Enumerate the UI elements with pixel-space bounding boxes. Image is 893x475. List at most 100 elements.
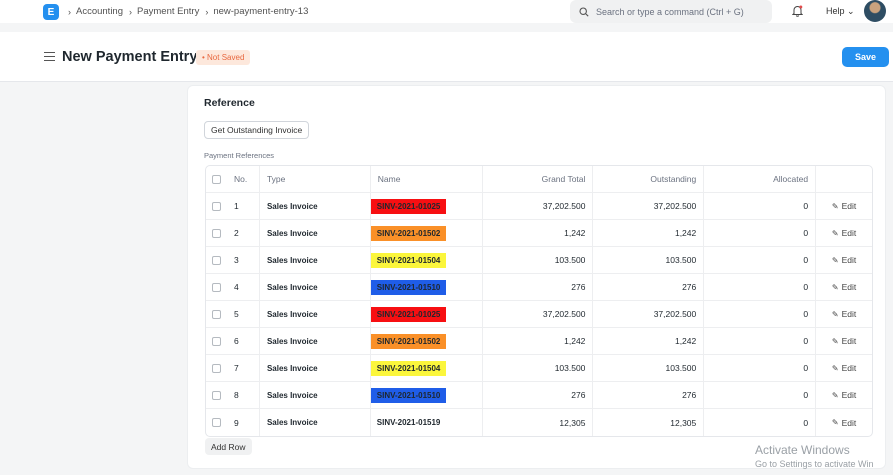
table-row[interactable]: 2 Sales Invoice SINV-2021-01502 1,242 1,242 0… [206, 220, 872, 247]
search-placeholder: Search or type a command (Ctrl + G) [596, 6, 744, 17]
cell-grand-total: 1,242 [483, 328, 594, 354]
breadcrumb-current[interactable]: new-payment-entry-13 [213, 6, 309, 17]
status-badge: • Not Saved [196, 50, 251, 65]
cell-no: 5 [227, 301, 260, 327]
cell-allocated: 0 [704, 382, 817, 408]
table-row[interactable]: 4 Sales Invoice SINV-2021-01510 276 276 0 ✎ Edi… [206, 274, 872, 301]
cell-type: Sales Invoice [266, 418, 318, 427]
edit-label: Edit [841, 309, 857, 319]
row-checkbox[interactable] [211, 336, 221, 346]
chevron-down-icon: ⌄ [847, 6, 855, 16]
chevron-right-icon: › [68, 6, 71, 17]
pencil-icon: ✎ [831, 336, 839, 346]
table-body: 1 Sales Invoice SINV-2021-01025 37,202.500 3… [206, 193, 872, 436]
cell-outstanding: 276 [593, 274, 705, 300]
row-edit-button[interactable]: ✎ Edit [816, 409, 872, 436]
payment-references-label: Payment References [204, 151, 275, 160]
navbar: E › Accounting › Payment Entry › new-pay… [0, 0, 893, 23]
cell-name[interactable]: SINV-2021-01502 [370, 225, 447, 241]
row-checkbox[interactable] [211, 309, 221, 319]
cell-outstanding: 37,202.500 [593, 193, 705, 219]
cell-allocated: 0 [704, 274, 817, 300]
section-title: Reference [204, 97, 255, 109]
row-checkbox[interactable] [211, 228, 221, 238]
row-checkbox[interactable] [211, 201, 221, 211]
cell-type: Sales Invoice [266, 309, 318, 319]
column-header-grand-total: Grand Total [483, 166, 594, 192]
table-row[interactable]: 3 Sales Invoice SINV-2021-01504 103.500 103.… [206, 247, 872, 274]
cell-outstanding: 1,242 [593, 220, 705, 246]
column-header-allocated: Allocated [704, 166, 817, 192]
chevron-right-icon: › [129, 6, 133, 17]
notification-bell-icon[interactable] [791, 5, 804, 19]
table-row[interactable]: 8 Sales Invoice SINV-2021-01510 276 276 0 ✎ Edi… [206, 382, 872, 409]
table-row[interactable]: 7 Sales Invoice SINV-2021-01504 103.500 103.… [206, 355, 872, 382]
breadcrumb-payment-entry[interactable]: Payment Entry [137, 6, 200, 17]
row-edit-button[interactable]: ✎ Edit [816, 220, 872, 246]
cell-name[interactable]: SINV-2021-01025 [370, 306, 447, 322]
cell-grand-total: 103.500 [483, 355, 594, 381]
cell-grand-total: 12,305 [483, 409, 594, 436]
page-title: New Payment Entry [62, 49, 198, 65]
activate-windows-watermark: Activate Windows Go to Settings to activ… [755, 443, 874, 469]
menu-toggle-icon[interactable] [44, 52, 55, 61]
row-checkbox[interactable] [211, 255, 221, 265]
cell-grand-total: 1,242 [483, 220, 594, 246]
row-edit-button[interactable]: ✎ Edit [816, 193, 872, 219]
row-checkbox[interactable] [211, 282, 221, 292]
cell-name[interactable]: SINV-2021-01502 [370, 333, 447, 349]
select-all-checkbox[interactable] [211, 174, 221, 184]
edit-label: Edit [841, 255, 857, 265]
cell-type: Sales Invoice [266, 390, 318, 400]
pencil-icon: ✎ [831, 228, 839, 238]
cell-no: 6 [227, 328, 260, 354]
breadcrumb-accounting[interactable]: Accounting [76, 6, 124, 17]
table-row[interactable]: 9 Sales Invoice SINV-2021-01519 12,305 12,30… [206, 409, 872, 436]
row-edit-button[interactable]: ✎ Edit [816, 274, 872, 300]
cell-grand-total: 37,202.500 [483, 193, 594, 219]
row-edit-button[interactable]: ✎ Edit [816, 301, 872, 327]
cell-outstanding: 37,202.500 [593, 301, 705, 327]
row-edit-button[interactable]: ✎ Edit [816, 355, 872, 381]
cell-name[interactable]: SINV-2021-01510 [370, 279, 447, 295]
table-header-row: No. Type Name Grand Total Outstanding Al… [206, 166, 872, 193]
cell-allocated: 0 [704, 409, 817, 436]
cell-no: 1 [227, 193, 260, 219]
cell-name[interactable]: SINV-2021-01504 [370, 360, 447, 376]
row-checkbox[interactable] [211, 418, 221, 427]
edit-label: Edit [841, 363, 857, 373]
cell-name[interactable]: SINV-2021-01519 [376, 418, 441, 427]
watermark-subtitle: Go to Settings to activate Win [755, 459, 874, 469]
search-bar[interactable]: Search or type a command (Ctrl + G) [570, 0, 772, 23]
app-logo[interactable]: E [43, 4, 59, 20]
add-row-button[interactable]: Add Row [205, 438, 252, 455]
cell-allocated: 0 [704, 328, 817, 354]
row-edit-button[interactable]: ✎ Edit [816, 382, 872, 408]
column-header-outstanding: Outstanding [593, 166, 705, 192]
cell-type: Sales Invoice [266, 228, 318, 238]
table-row[interactable]: 1 Sales Invoice SINV-2021-01025 37,202.500 3… [206, 193, 872, 220]
status-dot-icon: • [202, 53, 208, 62]
avatar[interactable] [864, 0, 886, 22]
watermark-title: Activate Windows [755, 443, 850, 457]
column-header-type: Type [260, 166, 371, 192]
cell-grand-total: 276 [483, 382, 594, 408]
get-outstanding-invoice-button[interactable]: Get Outstanding Invoice [204, 121, 310, 139]
cell-name[interactable]: SINV-2021-01510 [370, 387, 447, 403]
cell-no: 2 [227, 220, 260, 246]
cell-name[interactable]: SINV-2021-01025 [370, 198, 447, 214]
help-label: Help [826, 6, 845, 16]
pencil-icon: ✎ [831, 282, 839, 292]
row-edit-button[interactable]: ✎ Edit [816, 328, 872, 354]
row-checkbox[interactable] [211, 363, 221, 373]
row-checkbox[interactable] [211, 390, 221, 400]
status-text: Not Saved [207, 53, 245, 62]
table-row[interactable]: 6 Sales Invoice SINV-2021-01502 1,242 1,242 0… [206, 328, 872, 355]
reference-section: Reference Get Outstanding Invoice Paymen… [187, 85, 886, 469]
table-row[interactable]: 5 Sales Invoice SINV-2021-01025 37,202.500 3… [206, 301, 872, 328]
cell-name[interactable]: SINV-2021-01504 [370, 252, 447, 268]
row-edit-button[interactable]: ✎ Edit [816, 247, 872, 273]
save-button[interactable]: Save [842, 47, 889, 67]
cell-allocated: 0 [704, 247, 817, 273]
help-menu[interactable]: Help ⌄ [826, 6, 855, 17]
